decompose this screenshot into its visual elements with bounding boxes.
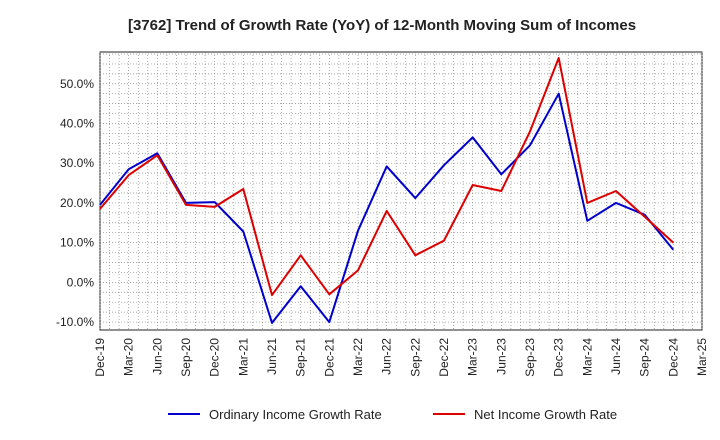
x-tick-label: Sep-24 bbox=[638, 338, 652, 377]
y-axis-ticks: -10.0% 0.0% 10.0% 20.0% 30.0% 40.0% 50.0% bbox=[56, 77, 94, 329]
y-tick-label: 20.0% bbox=[60, 196, 94, 210]
x-tick-label: Dec-24 bbox=[666, 338, 680, 377]
plot-area bbox=[99, 51, 703, 331]
series-line-1 bbox=[99, 92, 675, 324]
x-tick-label: Dec-19 bbox=[93, 338, 107, 377]
y-tick-label: 30.0% bbox=[60, 156, 94, 170]
x-tick-label: Dec-23 bbox=[552, 338, 566, 377]
x-tick-label: Mar-24 bbox=[580, 338, 594, 376]
x-tick-label: Jun-21 bbox=[265, 338, 279, 375]
y-tick-label: 50.0% bbox=[60, 77, 94, 91]
x-tick-label: Sep-20 bbox=[179, 338, 193, 377]
x-tick-label: Mar-22 bbox=[351, 338, 365, 376]
x-tick-label: Mar-20 bbox=[122, 338, 136, 376]
grid bbox=[99, 52, 703, 330]
x-tick-label: Sep-22 bbox=[408, 338, 422, 377]
series-lines bbox=[99, 57, 675, 324]
x-tick-label: Jun-20 bbox=[150, 338, 164, 375]
legend-label-1: Ordinary Income Growth Rate bbox=[209, 407, 382, 422]
y-tick-label: 40.0% bbox=[60, 116, 94, 130]
x-tick-label: Mar-23 bbox=[466, 338, 480, 376]
x-tick-label: Jun-24 bbox=[609, 338, 623, 375]
y-tick-label: -10.0% bbox=[56, 315, 94, 329]
chart-title: [3762] Trend of Growth Rate (YoY) of 12-… bbox=[128, 17, 636, 34]
x-tick-label: Sep-21 bbox=[294, 338, 308, 377]
x-axis-ticks: Dec-19 Mar-20 Jun-20 Sep-20 Dec-20 Mar-21 Jun-… bbox=[93, 338, 709, 377]
legend-label-2: Net Income Growth Rate bbox=[474, 407, 617, 422]
x-tick-label: Mar-21 bbox=[236, 338, 250, 376]
x-tick-label: Dec-22 bbox=[437, 338, 451, 377]
x-tick-label: Dec-20 bbox=[208, 338, 222, 377]
y-tick-label: 0.0% bbox=[67, 275, 95, 289]
legend: Ordinary Income Growth Rate Net Income Gr… bbox=[168, 407, 617, 422]
x-tick-label: Dec-21 bbox=[322, 338, 336, 377]
plot-background bbox=[100, 52, 702, 330]
x-tick-label: Sep-23 bbox=[523, 338, 537, 377]
x-tick-label: Mar-25 bbox=[695, 338, 709, 376]
x-tick-label: Jun-23 bbox=[494, 338, 508, 375]
x-tick-label: Jun-22 bbox=[380, 338, 394, 375]
y-tick-label: 10.0% bbox=[60, 236, 94, 250]
series-line-2 bbox=[99, 57, 674, 297]
